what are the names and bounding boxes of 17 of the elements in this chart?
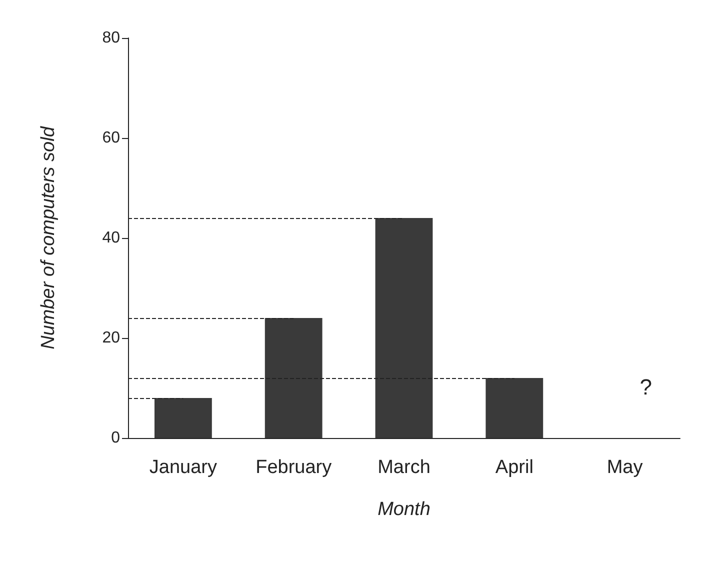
annotation: ? [640, 374, 652, 400]
x-tick-label: April [495, 457, 534, 478]
x-tick-label: February [256, 457, 332, 478]
bar [486, 378, 544, 438]
bar [154, 398, 212, 438]
x-tick-label: March [378, 457, 430, 478]
bar [264, 318, 322, 438]
x-tick-label: May [606, 457, 644, 478]
y-tick-label: 20 [102, 330, 120, 346]
y-tick-label: 80 [102, 30, 120, 46]
x-axis-title: Month [378, 499, 430, 520]
x-tick-label: January [149, 457, 218, 478]
bar [375, 218, 433, 438]
y-tick-label: 60 [102, 130, 120, 146]
y-tick-label: 40 [102, 230, 120, 246]
y-axis-title: Number of computers sold [38, 125, 59, 350]
y-tick-label: 0 [111, 430, 120, 446]
